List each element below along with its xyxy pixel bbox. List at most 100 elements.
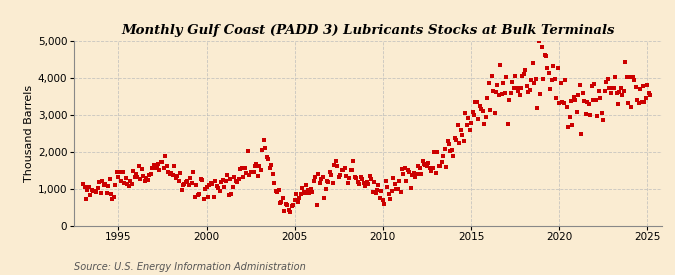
Point — [588, 98, 599, 103]
Point — [263, 156, 273, 161]
Point — [443, 141, 454, 146]
Point — [410, 175, 421, 180]
Point — [159, 166, 169, 170]
Point — [597, 111, 608, 115]
Point — [284, 208, 294, 212]
Point — [556, 81, 566, 86]
Point — [489, 111, 500, 115]
Point — [362, 182, 373, 186]
Point — [117, 170, 128, 174]
Point — [182, 179, 193, 183]
Point — [508, 86, 519, 90]
Point — [154, 167, 165, 172]
Point — [416, 171, 427, 176]
Point — [369, 180, 379, 184]
Point — [223, 192, 234, 197]
Point — [472, 100, 483, 104]
Point — [632, 98, 643, 102]
Point — [341, 174, 352, 178]
Point — [437, 154, 448, 158]
Point — [128, 169, 138, 173]
Point — [311, 203, 322, 207]
Point — [257, 147, 268, 152]
Point — [561, 105, 572, 109]
Point — [370, 191, 381, 195]
Point — [292, 200, 303, 204]
Point — [551, 96, 562, 100]
Point — [603, 86, 614, 91]
Point — [304, 191, 315, 196]
Point — [352, 180, 363, 184]
Point — [122, 182, 132, 186]
Point — [435, 164, 446, 169]
Point — [144, 172, 155, 177]
Point — [427, 166, 438, 170]
Point — [99, 183, 109, 187]
Point — [379, 202, 389, 206]
Point — [275, 201, 286, 205]
Point — [252, 174, 263, 178]
Point — [414, 166, 425, 170]
Point — [642, 83, 653, 87]
Point — [213, 185, 223, 190]
Point — [313, 171, 323, 176]
Point — [95, 191, 106, 195]
Point — [282, 203, 293, 207]
Point — [163, 170, 173, 174]
Point — [554, 101, 564, 106]
Point — [423, 161, 434, 165]
Point — [601, 80, 612, 84]
Point — [383, 191, 394, 196]
Point — [493, 93, 504, 98]
Point — [129, 174, 140, 179]
Point — [192, 193, 203, 197]
Point — [148, 163, 159, 167]
Point — [492, 83, 503, 87]
Point — [570, 98, 580, 102]
Point — [605, 90, 616, 95]
Point — [582, 100, 593, 104]
Point — [563, 125, 574, 130]
Point — [306, 187, 317, 191]
Point — [78, 182, 88, 186]
Point — [345, 168, 356, 172]
Point — [130, 172, 141, 176]
Point — [335, 173, 346, 177]
Point — [457, 133, 468, 137]
Point — [327, 181, 338, 185]
Point — [629, 78, 640, 82]
Point — [248, 170, 259, 174]
Point — [135, 176, 146, 181]
Point — [514, 93, 525, 97]
Point — [300, 191, 310, 195]
Point — [171, 174, 182, 178]
Point — [452, 123, 463, 127]
Point — [373, 183, 384, 187]
Point — [307, 190, 318, 194]
Point — [408, 170, 419, 175]
Point — [574, 82, 585, 87]
Point — [524, 88, 535, 92]
Point — [375, 196, 385, 200]
Point — [622, 75, 632, 79]
Text: Source: U.S. Energy Information Administration: Source: U.S. Energy Information Administ… — [74, 262, 306, 272]
Point — [210, 178, 221, 183]
Point — [442, 139, 453, 143]
Point — [298, 190, 309, 194]
Point — [627, 75, 638, 79]
Point — [516, 86, 526, 90]
Point — [170, 176, 181, 180]
Point — [251, 162, 262, 166]
Point — [315, 181, 325, 185]
Point — [326, 173, 337, 178]
Point — [407, 173, 418, 177]
Point — [85, 192, 96, 197]
Point — [134, 164, 144, 168]
Point — [338, 168, 348, 173]
Point — [226, 192, 237, 197]
Point — [543, 71, 554, 75]
Point — [539, 53, 550, 57]
Point — [529, 81, 539, 85]
Point — [636, 100, 647, 104]
Point — [482, 96, 493, 101]
